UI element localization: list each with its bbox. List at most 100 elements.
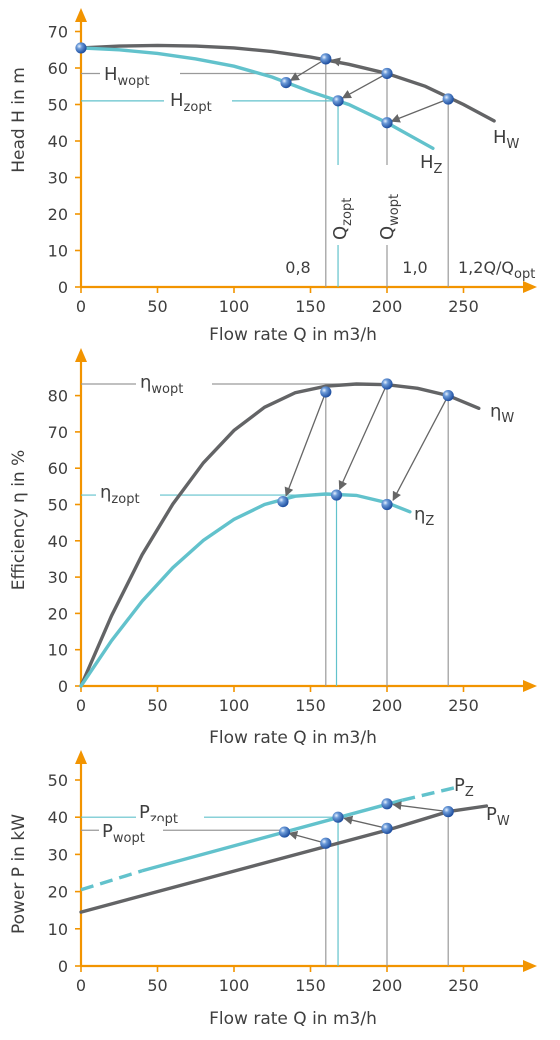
y-tick-label: 0: [58, 677, 68, 696]
hzopt-label-bg: [164, 88, 232, 112]
pz-curve-label: PZ: [454, 775, 474, 800]
y-tick-label: 20: [48, 604, 68, 623]
x-tick-label: 0: [76, 696, 86, 715]
arrow-hw-to-hz: [390, 98, 449, 123]
y-tick-label: 30: [48, 169, 68, 188]
head-points: [75, 42, 454, 129]
ratio-1-0-label: 1,0: [402, 258, 427, 277]
x-tick-label: 50: [147, 696, 167, 715]
data-point: [332, 95, 344, 107]
etazopt-label-bg: [96, 481, 160, 505]
efficiency-guide-lines: [81, 383, 449, 686]
x-tick-label: 50: [147, 976, 167, 995]
power-x-axis-label: Flow rate Q in m3/h: [209, 1009, 377, 1029]
x-tick-label: 250: [448, 976, 479, 995]
data-point: [381, 378, 393, 390]
arrow-hw-to-hz: [289, 58, 327, 81]
ratio-0-8-label: 0,8: [285, 258, 310, 277]
qzopt-label: Qzopt: [330, 198, 355, 240]
y-tick-label: 50: [48, 96, 68, 115]
y-tick-label: 20: [48, 883, 68, 902]
y-axis-arrowhead: [75, 348, 87, 362]
hzopt-sub: zopt: [184, 100, 212, 115]
head-chart: 0 50 100 150 200 250 0 10 20 30 40 50 60 70 Head H in…: [9, 8, 537, 345]
pwopt-label-bg: [99, 821, 163, 845]
head-y-axis-label: Head H in m: [9, 67, 29, 173]
ratio-1-2-main: 1,2Q/Q: [458, 258, 514, 277]
data-point: [320, 837, 332, 849]
pwopt-sub: wopt: [113, 831, 145, 846]
x-tick-label: 200: [372, 696, 403, 715]
efficiency-x-axis-label: Flow rate Q in m3/h: [209, 728, 377, 748]
arrow-hw-to-hz: [341, 72, 388, 99]
arrow-pw-to-pz: [288, 830, 326, 844]
x-tick-label: 150: [295, 976, 326, 995]
efficiency-arrows: [284, 383, 449, 501]
qzopt-sub: zopt: [340, 198, 355, 226]
hwopt-sub: wopt: [118, 74, 150, 89]
y-axis-arrowhead: [75, 8, 87, 22]
efficiency-curves: [79, 382, 481, 688]
y-tick-label: 60: [48, 59, 68, 78]
data-point: [320, 53, 332, 65]
curve-Pz-solid: [141, 798, 403, 873]
power-points: [278, 798, 454, 849]
y-tick-label: 40: [48, 808, 68, 827]
x-tick-label: 0: [76, 976, 86, 995]
hz-curve-label: HZ: [420, 152, 443, 177]
x-tick-label: 150: [295, 297, 326, 316]
y-tick-label: 10: [48, 242, 68, 261]
x-tick-label: 250: [448, 696, 479, 715]
head-arrows: [289, 57, 449, 123]
x-tick-label: 200: [372, 297, 403, 316]
ratio-1-2-sub: opt: [514, 267, 535, 282]
data-point: [75, 42, 87, 54]
data-point: [332, 811, 344, 823]
y-tick-label: 0: [58, 278, 68, 297]
head-x-axis-label: Flow rate Q in m3/h: [209, 325, 377, 345]
head-curves: [79, 43, 496, 150]
y-tick-label: 40: [48, 532, 68, 551]
x-tick-label: 100: [219, 297, 250, 316]
etaz-curve-label: ηZ: [414, 504, 434, 529]
x-axis-arrowhead: [523, 281, 537, 293]
etazopt-sub: zopt: [111, 492, 139, 507]
data-point: [280, 77, 292, 89]
efficiency-tick-labels: 0 50 100 150 200 250 0 10 20 30 40 50 60 70 80: [48, 387, 479, 715]
data-point: [320, 386, 332, 398]
x-tick-label: 200: [372, 976, 403, 995]
x-axis-arrowhead: [523, 680, 537, 692]
efficiency-chart: 0 50 100 150 200 250 0 10 20 30 40 50 60 70 80 Efficie…: [9, 348, 537, 748]
arrow-etaw-to-etaz: [284, 391, 327, 497]
x-tick-label: 150: [295, 696, 326, 715]
y-axis-arrowhead: [75, 750, 87, 764]
efficiency-y-axis-label: Efficiency η in %: [9, 450, 29, 591]
x-tick-label: 250: [448, 297, 479, 316]
pw-curve-label: PW: [486, 804, 510, 829]
data-point: [277, 495, 289, 508]
data-point: [381, 117, 393, 129]
etawopt-sub: wopt: [151, 382, 183, 397]
y-tick-label: 30: [48, 845, 68, 864]
arrow-etaw-to-etaz: [338, 383, 388, 491]
data-point: [381, 798, 393, 810]
data-point: [442, 93, 454, 105]
x-tick-label: 100: [219, 976, 250, 995]
y-tick-label: 40: [48, 132, 68, 151]
arrow-pw-to-pz: [392, 801, 449, 813]
qwopt-sub: wopt: [387, 194, 402, 226]
curve-ηz: [79, 492, 412, 688]
x-axis-arrowhead: [523, 960, 537, 972]
data-point: [381, 822, 393, 834]
y-tick-label: 60: [48, 459, 68, 478]
data-point: [278, 826, 291, 838]
y-tick-label: 30: [48, 568, 68, 587]
y-tick-label: 50: [48, 771, 68, 790]
ratio-1-2-label: 1,2Q/Qopt: [458, 258, 535, 282]
curve-Hz: [79, 46, 435, 150]
head-tick-labels: 0 50 100 150 200 250 0 10 20 30 40 50 60 70: [48, 23, 479, 317]
qwopt-label-bg: [376, 165, 398, 245]
data-point: [381, 498, 393, 511]
arrow-pw-to-pz: [343, 815, 388, 829]
